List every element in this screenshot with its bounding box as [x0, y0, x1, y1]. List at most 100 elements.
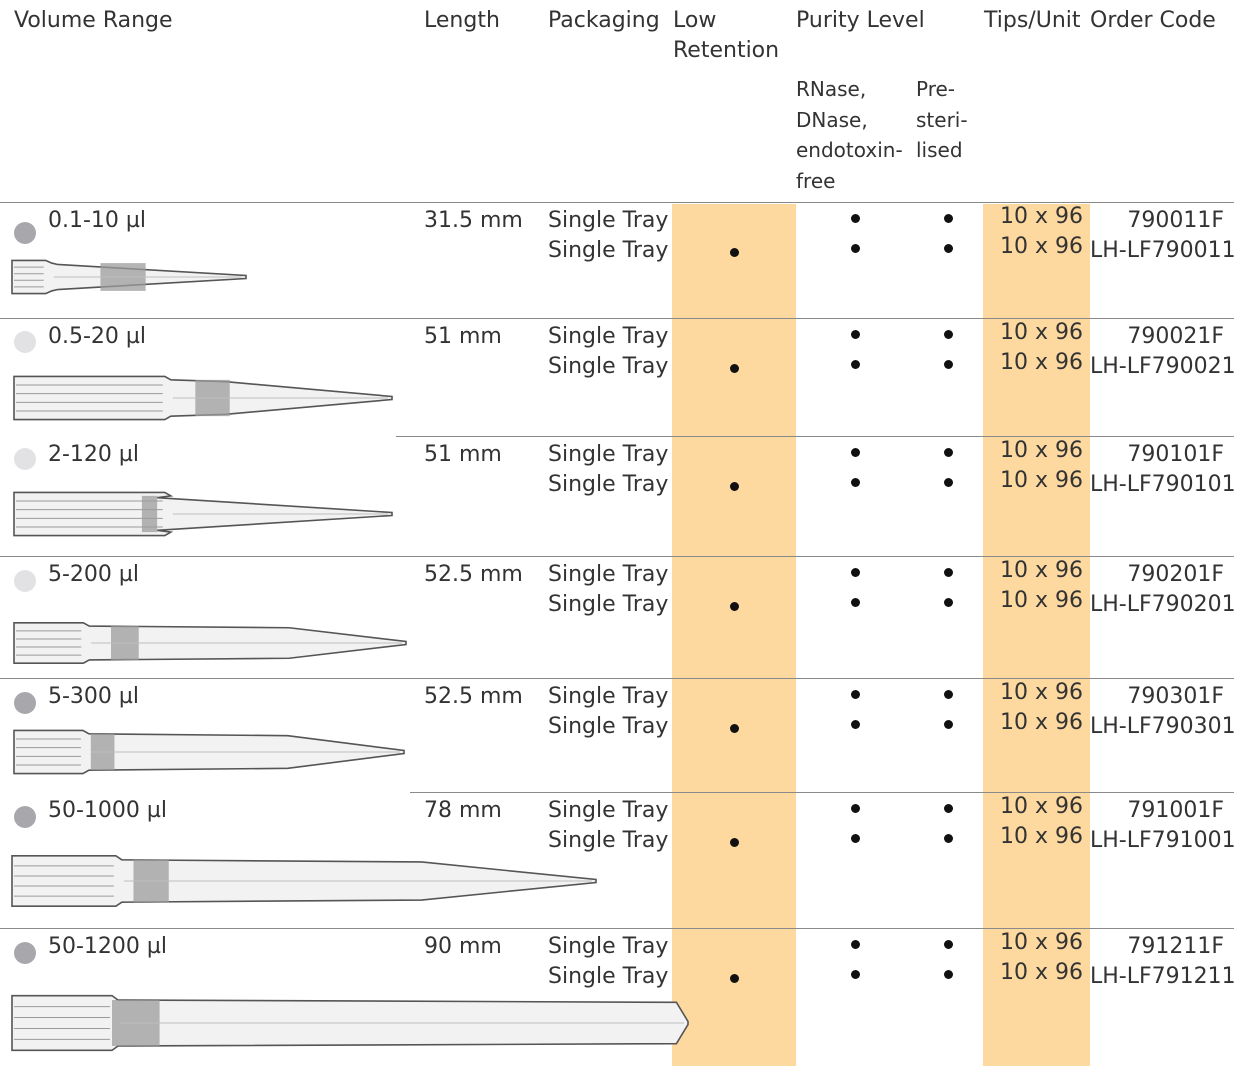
- color-swatch-icon: [14, 222, 36, 244]
- tips-per-unit: 10 x 96: [1000, 320, 1083, 345]
- packaging: Single Tray: [548, 592, 669, 617]
- tips-per-unit: 10 x 96: [1000, 794, 1083, 819]
- header-tips-unit: Tips/Unit: [984, 8, 1081, 33]
- rnase-free-bullet: [851, 568, 860, 577]
- volume-range: 5-300 µl: [48, 684, 140, 709]
- tip-length: 52.5 mm: [424, 684, 523, 709]
- pre-sterilised-bullet: [944, 214, 953, 223]
- tips-per-unit: 10 x 96: [1000, 588, 1083, 613]
- pre-sterilised-bullet: [944, 690, 953, 699]
- order-code: LH-LF790201: [1090, 592, 1234, 617]
- color-swatch-icon: [14, 942, 36, 964]
- packaging: Single Tray: [548, 472, 669, 497]
- pre-sterilised-bullet: [944, 360, 953, 369]
- header-packaging: Packaging: [548, 8, 660, 33]
- low-retention-bullet: [730, 838, 739, 847]
- tips-per-unit: 10 x 96: [1000, 558, 1083, 583]
- tips-per-unit: 10 x 96: [1000, 710, 1083, 735]
- packaging: Single Tray: [548, 964, 669, 989]
- tip-length: 90 mm: [424, 934, 502, 959]
- subheader-line: free: [796, 169, 836, 193]
- volume-range: 0.5-20 µl: [48, 324, 147, 349]
- packaging: Single Tray: [548, 714, 669, 739]
- color-swatch-icon: [14, 806, 36, 828]
- low-retention-bullet: [730, 482, 739, 491]
- color-swatch-icon: [14, 692, 36, 714]
- row-divider: [0, 928, 1234, 929]
- rnase-free-bullet: [851, 330, 860, 339]
- tips-per-unit: 10 x 96: [1000, 204, 1083, 229]
- tip-filter-band: [141, 495, 158, 533]
- pipette-tip-illustration: [13, 729, 405, 775]
- low-retention-bullet: [730, 364, 739, 373]
- pre-sterilised-bullet: [944, 448, 953, 457]
- pre-sterilised-bullet: [944, 720, 953, 729]
- order-code: 790021F: [1127, 324, 1224, 349]
- tips-per-unit: 10 x 96: [1000, 350, 1083, 375]
- low-retention-bullet: [730, 974, 739, 983]
- color-swatch-icon: [14, 448, 36, 470]
- tip-length: 52.5 mm: [424, 562, 523, 587]
- packaging: Single Tray: [548, 684, 669, 709]
- order-code: 790201F: [1127, 562, 1224, 587]
- tips-per-unit: 10 x 96: [1000, 824, 1083, 849]
- packaging: Single Tray: [548, 798, 669, 823]
- pipette-tip-illustration: [13, 622, 407, 664]
- pipette-tip-illustration: [13, 375, 393, 421]
- subheader-line: DNase,: [796, 108, 868, 132]
- volume-range: 5-200 µl: [48, 562, 140, 587]
- packaging: Single Tray: [548, 238, 669, 263]
- order-code: LH-LF790011: [1090, 238, 1234, 263]
- pipette-tip-illustration: [13, 491, 393, 537]
- pre-sterilised-bullet: [944, 478, 953, 487]
- rnase-free-bullet: [851, 834, 860, 843]
- tips-per-unit: 10 x 96: [1000, 930, 1083, 955]
- row-divider: [0, 678, 1234, 679]
- order-code: 790101F: [1127, 442, 1224, 467]
- row-divider: [0, 202, 1234, 203]
- order-code: LH-LF790021: [1090, 354, 1234, 379]
- pre-sterilised-bullet: [944, 834, 953, 843]
- rnase-free-bullet: [851, 244, 860, 253]
- order-code: 791001F: [1127, 798, 1224, 823]
- order-code: 790301F: [1127, 684, 1224, 709]
- rnase-free-bullet: [851, 720, 860, 729]
- pipette-tip-illustration: [11, 259, 247, 295]
- rnase-free-bullet: [851, 478, 860, 487]
- tip-length: 51 mm: [424, 324, 502, 349]
- subheader-line: endotoxin-: [796, 138, 903, 162]
- header-low-retention: Low Retention: [673, 8, 780, 63]
- packaging: Single Tray: [548, 442, 669, 467]
- pipette-tip-illustration: [11, 994, 689, 1052]
- tips-unit-highlight-band: [983, 204, 1090, 1066]
- tips-per-unit: 10 x 96: [1000, 960, 1083, 985]
- subheader-line: Pre-: [916, 77, 956, 101]
- packaging: Single Tray: [548, 354, 669, 379]
- color-swatch-icon: [14, 570, 36, 592]
- row-divider: [0, 318, 1234, 319]
- rnase-free-bullet: [851, 804, 860, 813]
- order-code: LH-LF790101: [1090, 472, 1234, 497]
- low-retention-bullet: [730, 602, 739, 611]
- low-retention-bullet: [730, 724, 739, 733]
- row-divider: [410, 792, 1234, 793]
- rnase-free-bullet: [851, 448, 860, 457]
- low-retention-highlight-band: [672, 204, 796, 1066]
- order-code: 790011F: [1127, 208, 1224, 233]
- pre-sterilised-bullet: [944, 940, 953, 949]
- row-divider: [396, 436, 1234, 437]
- packaging: Single Tray: [548, 562, 669, 587]
- header-volume-range: Volume Range: [14, 8, 173, 33]
- header-order-code: Order Code: [1090, 8, 1216, 33]
- tip-length: 51 mm: [424, 442, 502, 467]
- tips-per-unit: 10 x 96: [1000, 468, 1083, 493]
- pipette-tip-illustration: [11, 855, 597, 907]
- rnase-free-bullet: [851, 360, 860, 369]
- row-divider: [0, 556, 1234, 557]
- header-length: Length: [424, 8, 500, 33]
- low-retention-bullet: [730, 248, 739, 257]
- tip-length: 31.5 mm: [424, 208, 523, 233]
- volume-range: 2-120 µl: [48, 442, 140, 467]
- color-swatch-icon: [14, 331, 36, 353]
- rnase-free-bullet: [851, 598, 860, 607]
